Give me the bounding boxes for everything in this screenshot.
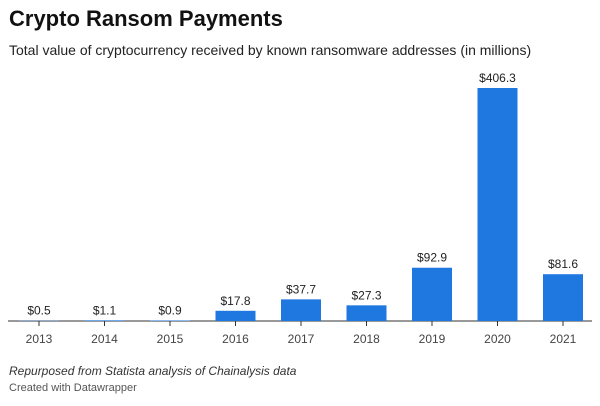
bar-2017 [281, 299, 321, 321]
source-note: Repurposed from Statista analysis of Cha… [9, 364, 297, 378]
x-tick-label-2015: 2015 [157, 332, 184, 346]
x-tick-label-2014: 2014 [91, 332, 118, 346]
x-tick-label-2017: 2017 [288, 332, 315, 346]
data-label-2017: $37.7 [286, 282, 316, 296]
data-label-2021: $81.6 [548, 257, 578, 271]
bar-chart: $0.5 2013 $1.1 2014 $0.9 2015 $17.8 2016 $37.7 20… [8, 71, 592, 346]
data-label-2013: $0.5 [27, 304, 51, 318]
bar-2014 [84, 320, 125, 321]
data-label-2019: $92.9 [417, 251, 447, 265]
x-tick-label-2016: 2016 [222, 332, 249, 346]
byline: Created with Datawrapper [9, 382, 137, 394]
bar-2018 [346, 305, 387, 321]
chart-subtitle: Total value of cryptocurrency received b… [9, 42, 532, 58]
bar-2015 [150, 320, 190, 321]
data-label-2016: $17.8 [220, 294, 250, 308]
bar-2020 [477, 88, 518, 321]
bar-2016 [215, 310, 256, 321]
x-tick-label-2018: 2018 [353, 332, 380, 346]
data-label-2014: $1.1 [93, 303, 117, 317]
x-tick-label-2021: 2021 [550, 332, 577, 346]
data-label-2018: $27.3 [351, 288, 381, 302]
data-label-2020: $406.3 [479, 71, 516, 85]
data-label-2015: $0.9 [158, 303, 182, 317]
bar-2021 [543, 274, 583, 321]
x-tick-label-2019: 2019 [419, 332, 446, 346]
bar-2019 [412, 267, 452, 321]
x-tick-label-2020: 2020 [484, 332, 511, 346]
x-tick-label-2013: 2013 [26, 332, 53, 346]
chart-title: Crypto Ransom Payments [9, 6, 283, 31]
